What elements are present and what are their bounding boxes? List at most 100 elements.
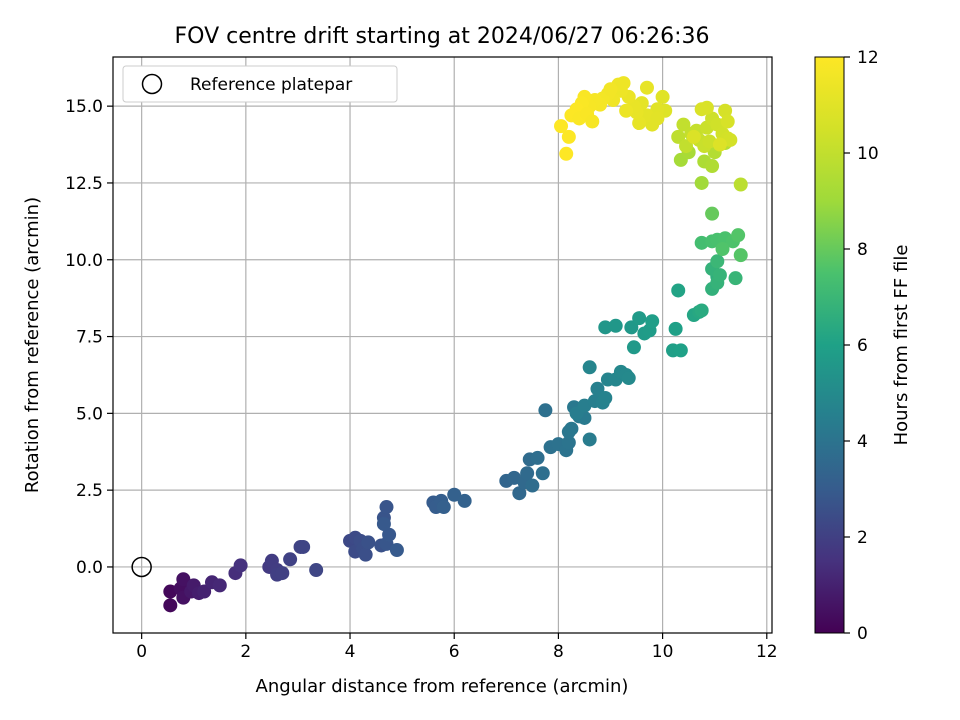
- scatter-point: [176, 572, 191, 587]
- y-tick-label: 5.0: [76, 404, 103, 424]
- scatter-point: [233, 558, 248, 573]
- scatter-point: [715, 242, 730, 256]
- scatter-point: [512, 486, 527, 501]
- scatter-point: [603, 82, 618, 97]
- scatter-point: [389, 543, 404, 558]
- x-tick-label: 2: [240, 642, 251, 662]
- scatter-point: [720, 114, 735, 129]
- x-axis-label: Angular distance from reference (arcmin): [256, 676, 629, 697]
- scatter-point: [733, 248, 748, 263]
- scatter-points: [163, 76, 748, 613]
- scatter-point: [582, 432, 597, 447]
- scatter-point: [507, 470, 522, 485]
- x-tick-label: 8: [553, 642, 564, 662]
- scatter-point: [694, 303, 709, 318]
- colorbar-tick-label: 0: [857, 624, 868, 644]
- scatter-point: [577, 398, 592, 413]
- scatter-point: [728, 271, 743, 286]
- y-tick-label: 12.5: [65, 174, 103, 194]
- scatter-point: [712, 137, 727, 152]
- x-tick-label: 4: [345, 642, 356, 662]
- scatter-point: [710, 254, 725, 269]
- scatter-point: [694, 235, 709, 250]
- reference-point-marker: [131, 556, 152, 578]
- scatter-point: [379, 500, 394, 515]
- scatter-point: [676, 117, 691, 132]
- scatter-point: [616, 76, 631, 91]
- scatter-point: [283, 552, 298, 567]
- y-axis-label: Rotation from reference (arcmin): [22, 197, 43, 493]
- scatter-point: [718, 103, 733, 118]
- scatter-point: [655, 89, 670, 104]
- scatter-point: [645, 314, 660, 329]
- scatter-point: [705, 206, 720, 221]
- y-axis-ticks: 0.0 2.5 5.0 7.5 10.0 12.5 15.0: [65, 97, 113, 578]
- scatter-point: [275, 566, 290, 581]
- scatter-point: [694, 175, 709, 190]
- scatter-point: [564, 421, 579, 436]
- y-tick-label: 2.5: [76, 481, 103, 501]
- scatter-point: [619, 103, 634, 118]
- scatter-point: [197, 584, 212, 599]
- scatter-point: [582, 360, 597, 375]
- scatter-point: [520, 466, 535, 481]
- scatter-point: [731, 228, 746, 243]
- scatter-point: [561, 129, 576, 144]
- colorbar-tick-label: 10: [857, 144, 879, 164]
- scatter-point: [585, 114, 600, 129]
- scatter-point: [538, 403, 553, 418]
- scatter-point: [624, 320, 639, 335]
- y-tick-label: 7.5: [76, 328, 103, 348]
- colorbar-tick-label: 4: [857, 432, 868, 452]
- chart-title: FOV centre drift starting at 2024/06/27 …: [175, 24, 710, 49]
- scatter-point: [671, 129, 686, 144]
- scatter-point: [723, 132, 738, 147]
- scatter-point: [457, 493, 472, 508]
- scatter-point: [361, 535, 376, 550]
- scatter-point: [535, 466, 550, 481]
- scatter-point: [671, 283, 686, 298]
- scatter-point: [705, 159, 720, 174]
- colorbar-label: Hours from first FF file: [891, 245, 912, 446]
- scatter-point: [436, 500, 451, 515]
- scatter-point: [358, 547, 373, 562]
- scatter-point: [590, 381, 605, 396]
- scatter-point: [679, 139, 694, 154]
- scatter-point: [376, 516, 391, 531]
- scatter-point: [296, 539, 311, 554]
- scatter-point: [694, 102, 709, 117]
- scatter-point: [686, 129, 701, 144]
- colorbar: [814, 56, 845, 634]
- scatter-point: [447, 487, 462, 502]
- colorbar-tick-label: 6: [857, 336, 868, 356]
- scatter-point: [212, 578, 227, 593]
- x-tick-label: 0: [136, 642, 147, 662]
- scatter-point: [621, 371, 636, 386]
- colorbar-tick-label: 12: [857, 48, 879, 68]
- plot-frame: [112, 56, 773, 634]
- legend: Reference platepar: [122, 65, 398, 103]
- scatter-point: [608, 318, 623, 333]
- x-tick-label: 6: [449, 642, 460, 662]
- x-tick-label: 12: [756, 642, 778, 662]
- colorbar-tick-label: 8: [857, 240, 868, 260]
- scatter-point: [673, 343, 688, 358]
- colorbar-ticks: 0 2 4 6 8 10 12: [844, 48, 879, 644]
- grid: [113, 57, 772, 633]
- scatter-point: [639, 80, 654, 95]
- scatter-point: [712, 268, 727, 283]
- scatter-point: [559, 146, 574, 161]
- y-tick-label: 15.0: [65, 97, 103, 117]
- scatter-point: [668, 321, 683, 336]
- legend-marker: [141, 73, 163, 95]
- colorbar-tick-label: 2: [857, 528, 868, 548]
- scatter-point: [632, 311, 647, 326]
- legend-label: Reference platepar: [190, 75, 352, 95]
- scatter-point: [163, 598, 178, 613]
- scatter-point: [561, 435, 576, 450]
- scatter-point: [530, 450, 545, 465]
- scatter-point: [554, 119, 569, 134]
- scatter-point: [626, 340, 641, 355]
- x-tick-label: 10: [652, 642, 674, 662]
- y-tick-label: 10.0: [65, 251, 103, 271]
